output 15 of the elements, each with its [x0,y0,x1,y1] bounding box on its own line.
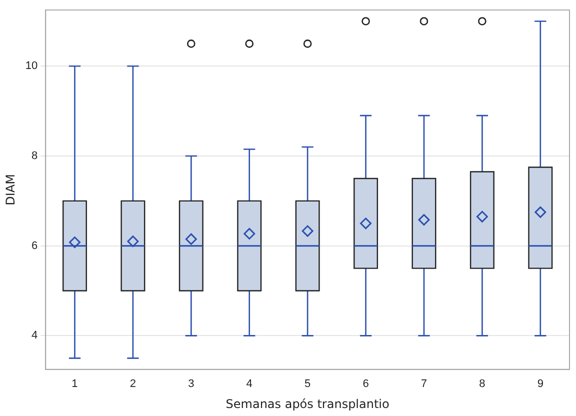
x-tick-label: 7 [420,378,428,390]
y-axis-title: DIAM [3,174,18,206]
x-tick-label: 6 [362,378,369,390]
x-tick-label: 9 [537,378,544,390]
x-tick-label: 5 [304,378,311,390]
y-tick-label: 4 [32,330,38,342]
x-tick-label: 1 [72,378,78,390]
x-tick-label: 8 [479,378,486,390]
x-axis-title: Semanas após transplantio [226,396,390,411]
y-tick-label: 6 [32,240,38,252]
x-tick-label: 3 [188,378,194,390]
x-tick-label: 2 [130,378,136,390]
x-tick-label: 4 [246,378,252,390]
y-tick-label: 10 [25,60,38,72]
y-tick-label: 8 [32,150,38,162]
